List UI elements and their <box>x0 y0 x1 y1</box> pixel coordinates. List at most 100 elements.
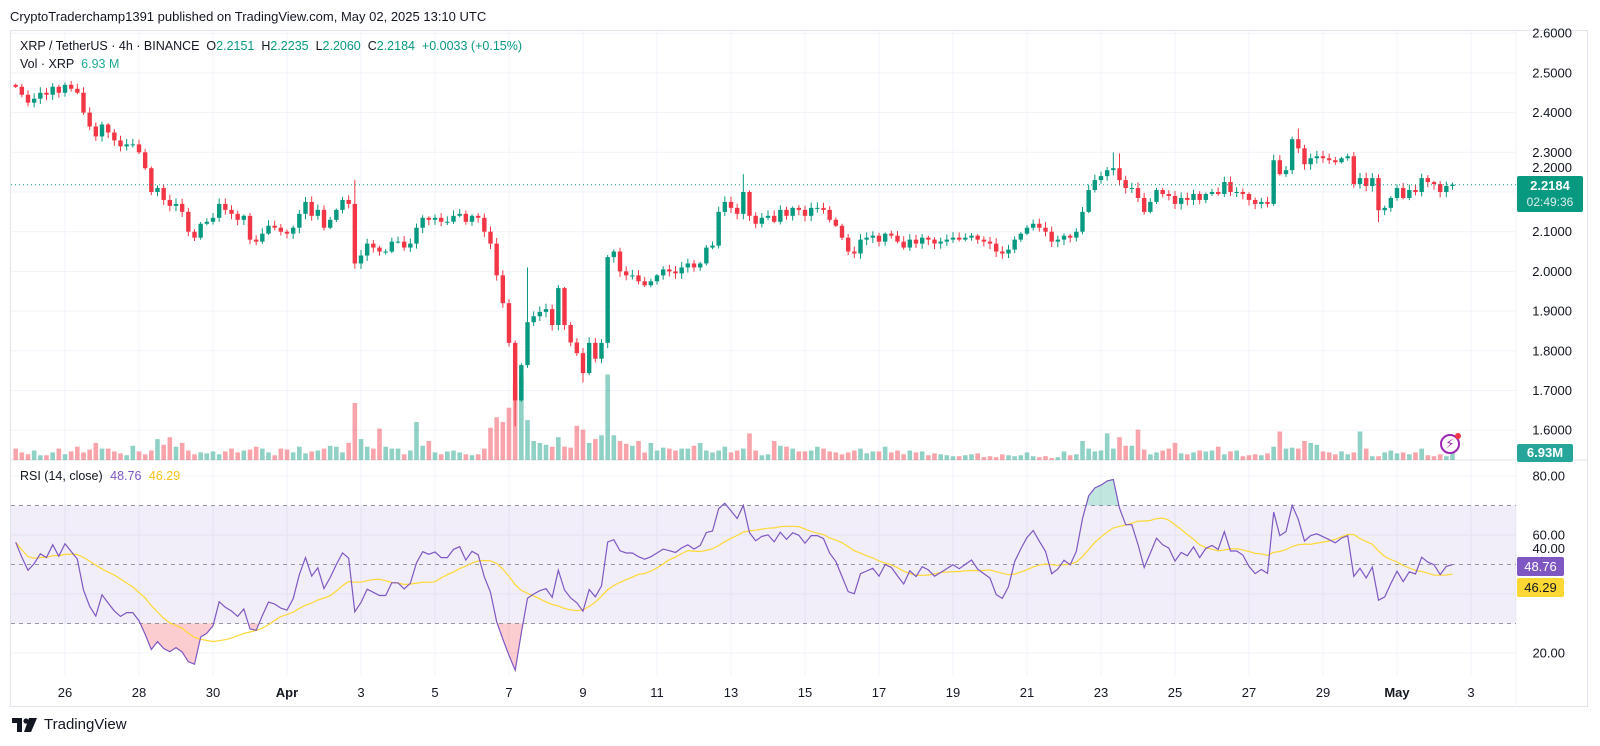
candle-body <box>1104 170 1110 177</box>
candle-body <box>1271 160 1276 204</box>
candle-body <box>1437 184 1443 192</box>
candle-body <box>845 237 851 252</box>
candle-body <box>950 237 956 240</box>
volume-bar <box>118 453 123 460</box>
candle-body <box>938 241 943 244</box>
candle-body <box>408 243 413 248</box>
volume-bar <box>1246 455 1252 460</box>
candle-body <box>161 188 166 200</box>
rsi-title[interactable]: RSI (14, close) <box>20 469 103 483</box>
candle-body <box>1092 180 1098 191</box>
candle-body <box>1296 139 1301 149</box>
volume-bar <box>192 454 197 460</box>
price-tick-label: 1.7000 <box>1532 383 1572 398</box>
volume-bar <box>408 450 413 460</box>
volume-bar <box>1326 452 1332 460</box>
candle-body <box>1450 184 1455 187</box>
volume-bar <box>266 452 271 460</box>
symbol-title[interactable]: XRP / TetherUS · 4h · BINANCE <box>20 39 200 53</box>
volume-bar <box>75 446 80 460</box>
candle-body <box>340 199 345 210</box>
candle-body <box>771 215 777 222</box>
candle-body <box>457 213 462 216</box>
volume-bars <box>13 374 1455 460</box>
tradingview-logo[interactable]: TradingView <box>12 716 127 733</box>
volume-bar <box>667 448 672 460</box>
change-value: +0.0033 (+0.15%) <box>421 39 522 53</box>
volume-bar <box>932 453 937 460</box>
candle-body <box>1178 197 1184 204</box>
candle-body <box>537 311 543 317</box>
candle-body <box>919 237 925 244</box>
volume-bar <box>1104 433 1110 460</box>
volume-bar <box>741 448 746 460</box>
candle-body <box>1129 188 1135 190</box>
volume-bar <box>1148 454 1153 460</box>
candle-body <box>1246 193 1252 200</box>
candle-body <box>944 239 950 242</box>
volume-bar <box>1172 442 1178 460</box>
axes: 1.6000 1.7000 1.8000 1.9000 2.0000 2.1000 2.20… <box>58 26 1572 700</box>
volume-bar <box>1166 448 1172 460</box>
rsi-value: 48.76 <box>110 469 142 483</box>
candle-body <box>401 241 407 248</box>
candle-body <box>1265 201 1270 204</box>
volume-bar <box>710 452 715 460</box>
candle-body <box>617 251 623 272</box>
price-tick-label: 1.6000 <box>1532 423 1572 438</box>
candle-body <box>907 239 913 248</box>
candle-body <box>432 217 438 220</box>
volume-bar <box>506 407 512 460</box>
volume-bar <box>728 452 734 460</box>
candle-body <box>303 201 308 214</box>
candle-body <box>118 140 123 147</box>
candle-body <box>1407 190 1412 198</box>
candle-body <box>870 235 876 238</box>
volume-bar <box>161 444 166 460</box>
candle-body <box>81 92 86 113</box>
candle-body <box>167 199 173 206</box>
time-tick-label: 13 <box>724 685 738 700</box>
volume-bar <box>62 454 68 460</box>
time-tick-label: 21 <box>1020 685 1034 700</box>
candle-body <box>1351 156 1357 185</box>
volume-bar <box>1098 450 1104 460</box>
time-tick-label: 23 <box>1094 685 1108 700</box>
volume-bar <box>1333 454 1338 460</box>
candle-body <box>210 217 216 222</box>
candle-body <box>371 243 376 248</box>
candle-body <box>223 203 228 210</box>
volume-bar <box>691 445 697 460</box>
candle-body <box>1006 249 1011 254</box>
candle-body <box>796 207 802 210</box>
candle-body <box>1080 211 1085 232</box>
lightning-icon[interactable]: ⚡ <box>1440 433 1461 454</box>
candle-body <box>1067 235 1073 238</box>
volume-bar <box>44 455 49 460</box>
candle-body <box>13 84 18 87</box>
volume-bar <box>364 446 370 460</box>
volume-title[interactable]: Vol · XRP <box>20 57 75 71</box>
candle-body <box>420 217 425 228</box>
grid-lines <box>11 31 1588 707</box>
candle-body <box>1382 207 1387 211</box>
volume-bar <box>297 446 302 460</box>
candle-body <box>882 233 888 242</box>
candle-body <box>969 235 974 238</box>
volume-bar <box>1123 445 1128 460</box>
candle-body <box>438 217 444 222</box>
volume-bar <box>605 374 610 460</box>
candle-body <box>44 92 49 95</box>
volume-bar <box>938 454 943 460</box>
volume-bar <box>1240 456 1246 460</box>
volume-bar <box>556 437 561 460</box>
volume-bar <box>494 417 499 460</box>
volume-bar <box>475 454 481 460</box>
candle-body <box>586 342 592 374</box>
volume-value: 6.93 M <box>81 57 120 71</box>
candle-body <box>808 207 814 216</box>
volume-bar <box>352 403 358 460</box>
time-tick-label: 19 <box>946 685 960 700</box>
candle-body <box>815 207 820 209</box>
